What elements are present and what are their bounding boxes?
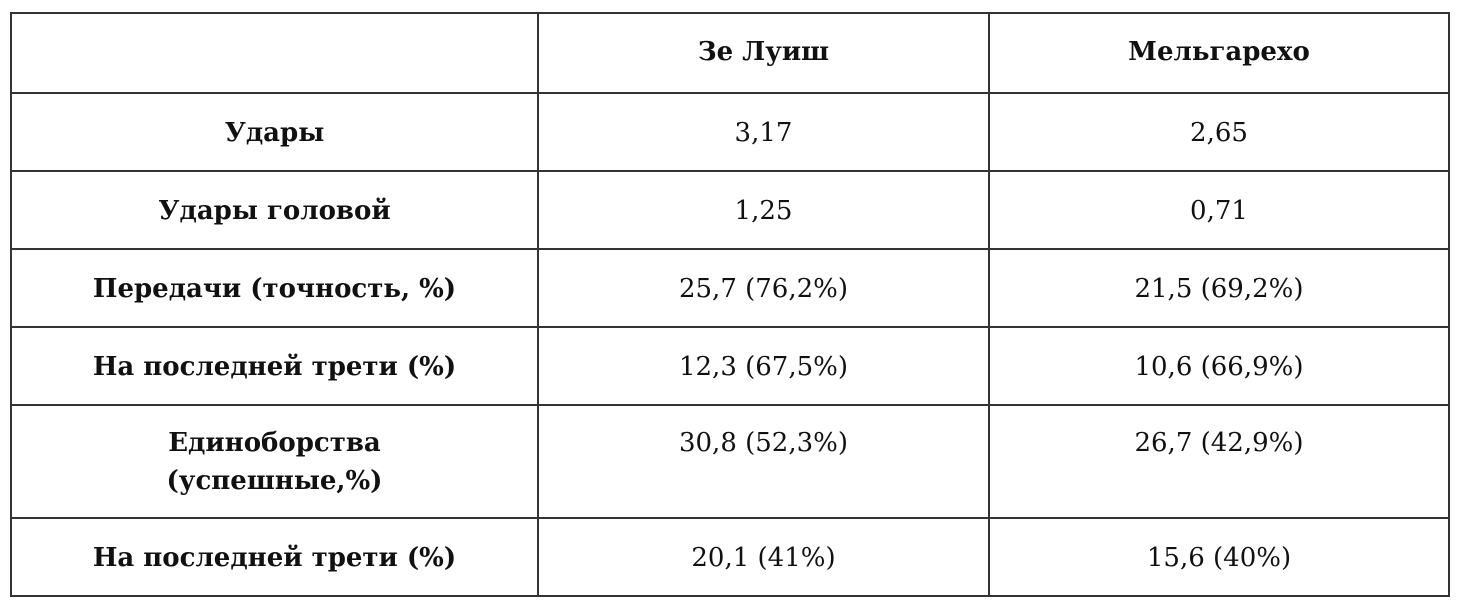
value-cell: 2,65 [988, 92, 1450, 172]
row-label: Удары головой [10, 170, 539, 250]
value-cell: 1,25 [537, 170, 990, 250]
value-cell: 21,5 (69,2%) [988, 248, 1450, 328]
table-row: Удары головой 1,25 0,71 [10, 170, 1450, 250]
value-cell: 12,3 (67,5%) [537, 326, 990, 406]
column-header: Мельгарехо [988, 12, 1450, 94]
value-cell: 15,6 (40%) [988, 517, 1450, 597]
value-cell: 30,8 (52,3%) [537, 404, 990, 519]
table-row: Удары 3,17 2,65 [10, 92, 1450, 172]
value-cell: 10,6 (66,9%) [988, 326, 1450, 406]
value-cell: 0,71 [988, 170, 1450, 250]
row-label: На последней трети (%) [10, 517, 539, 597]
row-label: Удары [10, 92, 539, 172]
stats-table: Зе Луиш Мельгарехо Удары 3,17 2,65 Удары голо… [10, 12, 1450, 597]
column-header: Зе Луиш [537, 12, 990, 94]
table-row: На последней трети (%) 12,3 (67,5%) 10,6 (… [10, 326, 1450, 406]
table-row: Передачи (точность, %) 25,7 (76,2%) 21,5 (… [10, 248, 1450, 328]
row-label: Передачи (точность, %) [10, 248, 539, 328]
value-cell: 25,7 (76,2%) [537, 248, 990, 328]
value-cell: 26,7 (42,9%) [988, 404, 1450, 519]
table-body: Зе Луиш Мельгарехо Удары 3,17 2,65 Удары голо… [10, 12, 1450, 597]
table-row: На последней трети (%) 20,1 (41%) 15,6 (40… [10, 517, 1450, 597]
row-label: Единоборства (успешные,%) [10, 404, 539, 519]
header-row: Зе Луиш Мельгарехо [10, 12, 1450, 94]
row-label: На последней трети (%) [10, 326, 539, 406]
corner-cell [10, 12, 539, 94]
table-row: Единоборства (успешные,%) 30,8 (52,3%) 26,… [10, 404, 1450, 519]
value-cell: 3,17 [537, 92, 990, 172]
value-cell: 20,1 (41%) [537, 517, 990, 597]
